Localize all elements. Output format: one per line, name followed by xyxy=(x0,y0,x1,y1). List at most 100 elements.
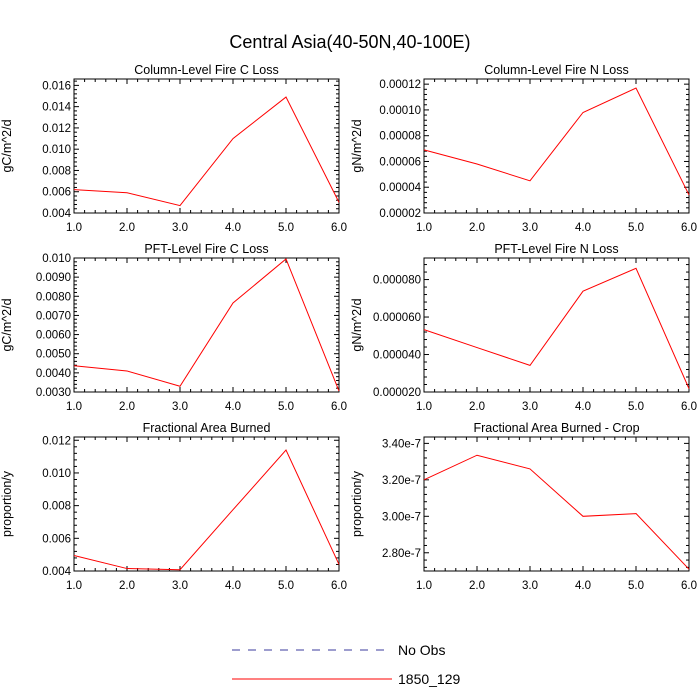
x-tick-label: 4.0 xyxy=(575,401,591,413)
series-line-1 xyxy=(73,258,340,392)
y-tick-label: 0.00010 xyxy=(379,105,421,117)
panel-5: Fractional Area Burned proportion/y 1.0 2.0… xyxy=(0,421,347,592)
y-tick-label: 0.000060 xyxy=(373,312,421,324)
y-tick-label: 0.0060 xyxy=(36,330,71,342)
y-tick-label: 0.016 xyxy=(42,80,71,92)
y-tick-label: 0.006 xyxy=(42,533,71,545)
y-tick-label: 0.00012 xyxy=(379,79,421,91)
y-tick-label: 0.0050 xyxy=(36,349,71,361)
y-tick-label: 0.014 xyxy=(42,102,71,114)
x-tick-label: 2.0 xyxy=(119,401,135,413)
series-line-1 xyxy=(423,267,690,389)
panel-title: PFT-Level Fire N Loss xyxy=(494,242,618,256)
y-tick-label: 0.004 xyxy=(42,566,71,578)
y-tick-label: 0.008 xyxy=(42,165,71,177)
x-tick-label: 5.0 xyxy=(628,580,644,592)
x-tick-label: 1.0 xyxy=(416,401,432,413)
series-line-1 xyxy=(423,87,690,196)
panel-title: PFT-Level Fire C Loss xyxy=(144,242,268,256)
x-tick-label: 6.0 xyxy=(681,401,697,413)
y-tick-label: 0.00006 xyxy=(379,156,421,168)
x-tick-label: 3.0 xyxy=(172,580,188,592)
panel-title: Column-Level Fire C Loss xyxy=(134,63,279,77)
plot-frame xyxy=(73,257,340,393)
x-tick-label: 4.0 xyxy=(225,222,241,234)
x-tick-label: 5.0 xyxy=(278,580,294,592)
y-tick-label: 0.0030 xyxy=(36,387,71,399)
panel-6: Fractional Area Burned - Crop proportion/… xyxy=(350,421,697,592)
y-axis-label: proportion/y xyxy=(350,470,364,537)
x-tick-label: 6.0 xyxy=(331,580,347,592)
panel-3: PFT-Level Fire C Loss gC/m^2/d 1.0 2.0 3.0 4.… xyxy=(0,242,347,413)
series-line-1 xyxy=(73,449,340,571)
x-tick-label: 3.0 xyxy=(172,401,188,413)
plot-frame xyxy=(423,257,690,393)
x-tick-label: 4.0 xyxy=(225,580,241,592)
x-tick-label: 3.0 xyxy=(522,580,538,592)
panels: Column-Level Fire C Loss gC/m^2/d 1.0 2.0 3.… xyxy=(0,63,697,592)
y-tick-label: 0.000020 xyxy=(373,387,421,399)
x-tick-label: 1.0 xyxy=(416,222,432,234)
x-tick-label: 3.0 xyxy=(522,222,538,234)
y-tick-label: 0.000040 xyxy=(373,350,421,362)
y-tick-label: 0.010 xyxy=(42,144,71,156)
series-line-1 xyxy=(73,96,340,207)
legend: No Obs 1850_129 xyxy=(232,642,461,687)
x-tick-label: 6.0 xyxy=(331,222,347,234)
x-tick-label: 1.0 xyxy=(66,401,82,413)
series-line-1 xyxy=(423,454,690,570)
y-tick-label: 0.008 xyxy=(42,501,71,513)
y-axis-label: gC/m^2/d xyxy=(0,119,14,172)
y-tick-label: 2.80e-7 xyxy=(382,548,421,560)
y-tick-label: 0.010 xyxy=(42,253,71,265)
panel-2: Column-Level Fire N Loss gN/m^2/d 1.0 2.0 3.… xyxy=(350,63,697,234)
panel-title: Fractional Area Burned - Crop xyxy=(473,421,639,435)
plot-frame xyxy=(73,436,340,572)
y-tick-label: 0.0090 xyxy=(36,272,71,284)
y-tick-label: 0.012 xyxy=(42,435,71,447)
x-tick-label: 2.0 xyxy=(469,401,485,413)
x-tick-label: 3.0 xyxy=(172,222,188,234)
x-tick-label: 6.0 xyxy=(681,580,697,592)
y-tick-label: 0.0080 xyxy=(36,291,71,303)
x-tick-label: 2.0 xyxy=(469,580,485,592)
x-tick-label: 1.0 xyxy=(416,580,432,592)
y-axis-label: gN/m^2/d xyxy=(350,298,364,351)
x-tick-label: 3.0 xyxy=(522,401,538,413)
figure-title: Central Asia(40-50N,40-100E) xyxy=(229,32,470,52)
panel-title: Fractional Area Burned xyxy=(143,421,271,435)
panel-title: Column-Level Fire N Loss xyxy=(484,63,629,77)
y-tick-label: 3.40e-7 xyxy=(382,438,421,450)
y-tick-label: 3.20e-7 xyxy=(382,475,421,487)
plot-frame xyxy=(73,78,340,214)
y-tick-label: 0.00002 xyxy=(379,208,421,220)
x-tick-label: 4.0 xyxy=(225,401,241,413)
y-tick-label: 0.0070 xyxy=(36,310,71,322)
x-tick-label: 5.0 xyxy=(278,401,294,413)
x-tick-label: 1.0 xyxy=(66,580,82,592)
x-tick-label: 1.0 xyxy=(66,222,82,234)
x-tick-label: 6.0 xyxy=(681,222,697,234)
x-tick-label: 4.0 xyxy=(575,580,591,592)
y-tick-label: 0.006 xyxy=(42,187,71,199)
y-tick-label: 3.00e-7 xyxy=(382,511,421,523)
y-axis-label: proportion/y xyxy=(0,470,14,537)
y-tick-label: 0.0040 xyxy=(36,368,71,380)
legend-label-1850-129: 1850_129 xyxy=(398,671,461,687)
y-tick-label: 0.010 xyxy=(42,468,71,480)
y-tick-label: 0.00004 xyxy=(379,182,421,194)
x-tick-label: 5.0 xyxy=(628,401,644,413)
panel-4: PFT-Level Fire N Loss gN/m^2/d 1.0 2.0 3.0 4.… xyxy=(350,242,697,413)
x-tick-label: 2.0 xyxy=(119,222,135,234)
panel-1: Column-Level Fire C Loss gC/m^2/d 1.0 2.0 3.… xyxy=(0,63,347,234)
y-axis-label: gC/m^2/d xyxy=(0,298,14,351)
plot-frame xyxy=(423,436,690,572)
x-tick-label: 4.0 xyxy=(575,222,591,234)
y-tick-label: 0.000080 xyxy=(373,275,421,287)
y-tick-label: 0.00008 xyxy=(379,131,421,143)
x-tick-label: 2.0 xyxy=(119,580,135,592)
x-tick-label: 2.0 xyxy=(469,222,485,234)
legend-label-no-obs: No Obs xyxy=(398,642,445,658)
x-tick-label: 6.0 xyxy=(331,401,347,413)
